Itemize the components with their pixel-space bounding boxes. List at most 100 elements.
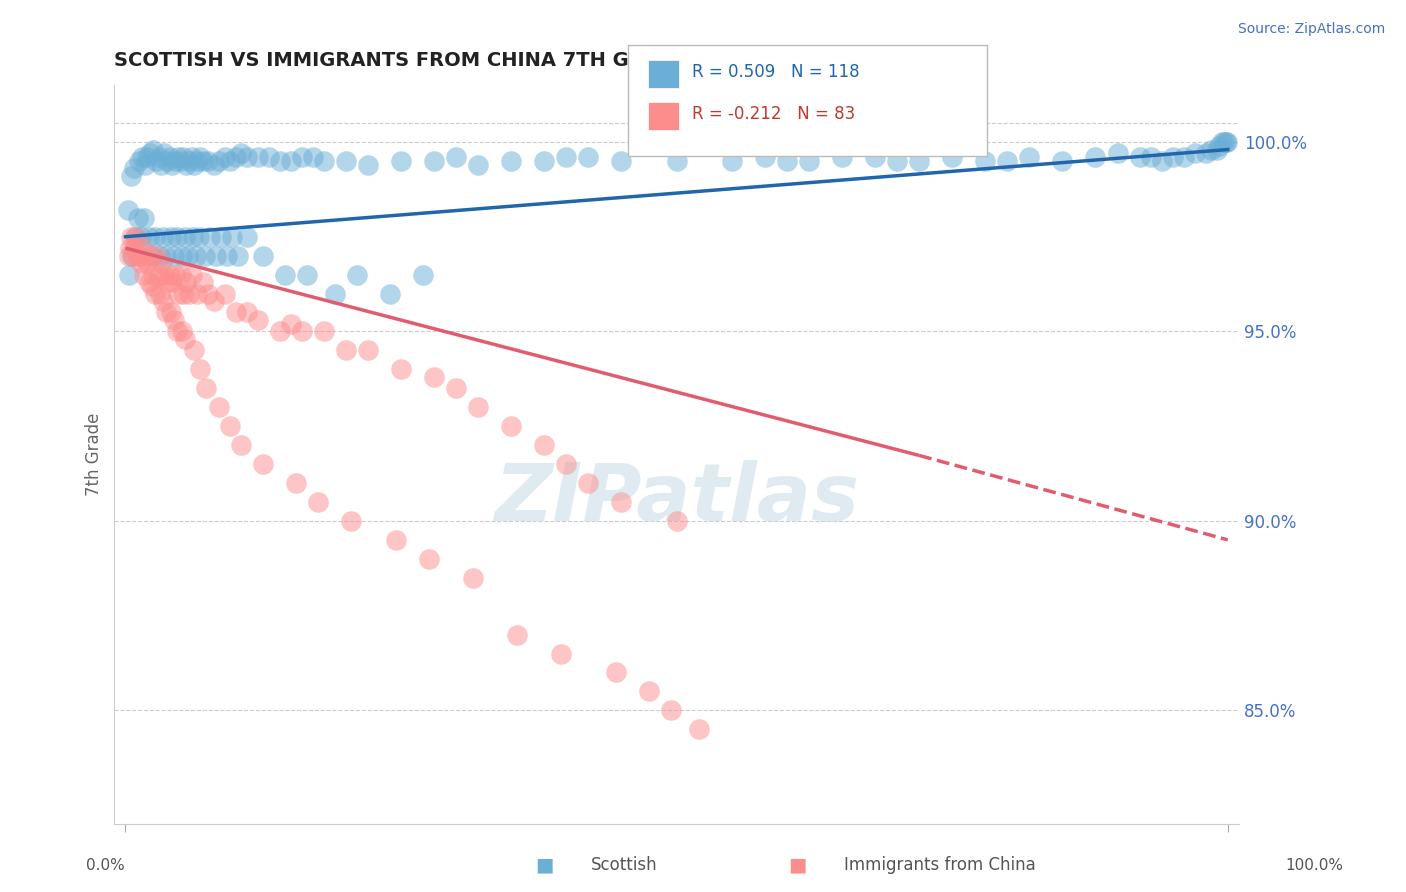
Point xyxy=(174,275,197,289)
Point xyxy=(246,313,269,327)
Point xyxy=(148,150,170,164)
Point xyxy=(412,268,434,282)
Point xyxy=(159,150,181,164)
Point xyxy=(156,153,179,168)
Point xyxy=(357,158,380,172)
Point xyxy=(121,249,143,263)
Point xyxy=(291,325,314,339)
Point xyxy=(155,249,177,263)
Point xyxy=(148,268,170,282)
Point xyxy=(170,249,193,263)
Point xyxy=(180,268,202,282)
Point xyxy=(533,153,555,168)
Point xyxy=(444,381,467,395)
Point xyxy=(467,158,489,172)
Point xyxy=(131,150,153,164)
Point xyxy=(1211,135,1233,149)
Point xyxy=(1139,150,1161,164)
Point xyxy=(174,158,197,172)
Point xyxy=(659,703,682,717)
Point xyxy=(124,229,146,244)
Point xyxy=(301,150,323,164)
Point xyxy=(908,153,931,168)
Point xyxy=(190,150,212,164)
Point xyxy=(138,146,160,161)
Point xyxy=(252,457,274,471)
Point xyxy=(160,275,183,289)
Point xyxy=(174,332,197,346)
Point xyxy=(231,146,253,161)
Point xyxy=(1213,135,1236,149)
Point xyxy=(118,249,141,263)
Point xyxy=(555,457,578,471)
Point xyxy=(141,249,163,263)
Point xyxy=(335,343,357,358)
Point xyxy=(1195,146,1218,161)
Point xyxy=(169,268,191,282)
Point xyxy=(159,229,181,244)
Point xyxy=(1161,150,1184,164)
Point xyxy=(122,161,145,176)
Text: 0.0%: 0.0% xyxy=(86,858,125,873)
Point xyxy=(235,150,257,164)
Point xyxy=(1205,143,1227,157)
Point xyxy=(312,153,335,168)
Text: ■: ■ xyxy=(787,855,807,874)
Point xyxy=(941,150,963,164)
Point xyxy=(134,211,156,225)
Point xyxy=(280,153,302,168)
Point xyxy=(167,150,190,164)
Point xyxy=(205,249,228,263)
Point xyxy=(136,150,159,164)
Point xyxy=(576,150,599,164)
Point xyxy=(209,229,232,244)
Point xyxy=(231,438,253,452)
Point xyxy=(138,249,160,263)
Point xyxy=(297,268,319,282)
Text: Scottish: Scottish xyxy=(591,856,657,874)
Point xyxy=(863,150,886,164)
Point xyxy=(219,419,242,434)
Point xyxy=(145,153,167,168)
Point xyxy=(149,158,172,172)
Point xyxy=(754,150,776,164)
Point xyxy=(605,665,627,680)
Point xyxy=(312,325,335,339)
Point xyxy=(179,286,201,301)
Point xyxy=(200,229,222,244)
Point xyxy=(208,153,231,168)
Point xyxy=(145,249,167,263)
Point xyxy=(122,241,145,255)
Point xyxy=(1018,150,1040,164)
Point xyxy=(153,268,176,282)
Point xyxy=(340,514,363,528)
Point xyxy=(1184,146,1206,161)
Text: Immigrants from China: Immigrants from China xyxy=(844,856,1035,874)
Point xyxy=(221,229,243,244)
Point xyxy=(257,150,280,164)
Text: ■: ■ xyxy=(534,855,554,874)
Point xyxy=(183,158,205,172)
Text: R = 0.509   N = 118: R = 0.509 N = 118 xyxy=(692,63,859,81)
Point xyxy=(638,684,661,698)
Point xyxy=(191,153,214,168)
Point xyxy=(131,241,153,255)
Point xyxy=(166,325,188,339)
Point xyxy=(550,647,572,661)
Point xyxy=(665,514,688,528)
Point xyxy=(170,325,193,339)
Point xyxy=(1129,150,1152,164)
Point xyxy=(285,475,308,490)
Point xyxy=(215,249,238,263)
Point xyxy=(610,153,633,168)
Point xyxy=(291,150,314,164)
Point xyxy=(1208,138,1230,153)
Point xyxy=(720,153,742,168)
Point xyxy=(423,370,446,384)
Point xyxy=(665,153,688,168)
Point xyxy=(163,313,186,327)
Point xyxy=(138,275,160,289)
Y-axis label: 7th Grade: 7th Grade xyxy=(86,413,103,496)
Point xyxy=(214,150,236,164)
Point xyxy=(202,158,225,172)
